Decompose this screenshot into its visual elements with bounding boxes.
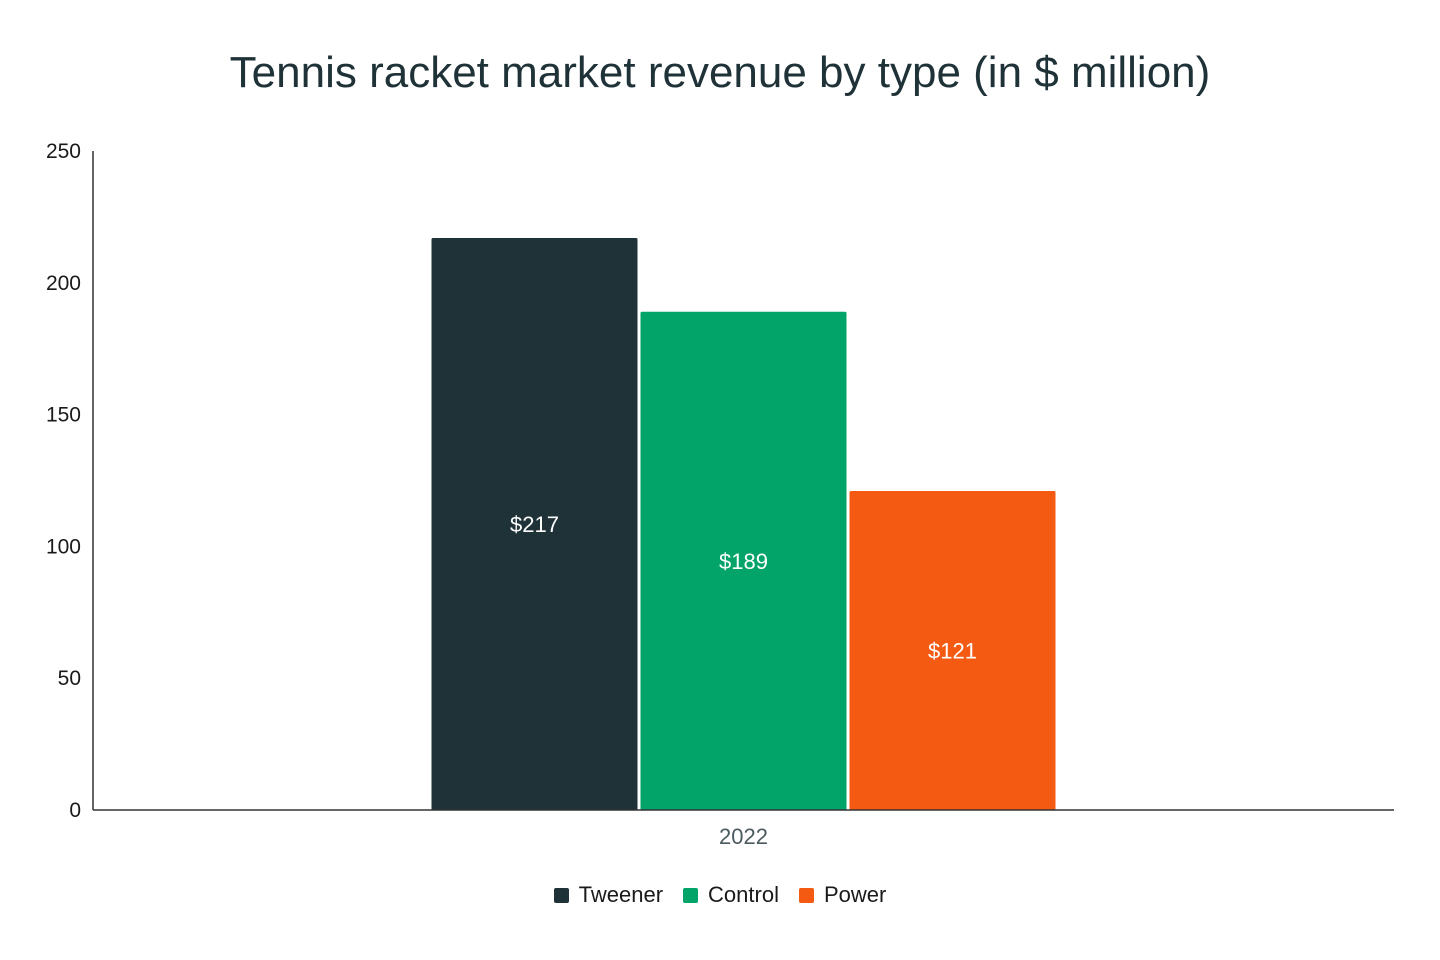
data-labels: $217 $189 $121 xyxy=(510,512,977,664)
data-label-control: $189 xyxy=(719,549,768,574)
x-axis-categories: 2022 xyxy=(719,824,768,849)
legend-swatch-power xyxy=(798,887,814,903)
y-tick-label-1: 50 xyxy=(58,667,81,690)
legend-label-control: Control xyxy=(708,882,779,907)
y-tick-label-0: 0 xyxy=(69,799,81,822)
legend-swatch-tweener xyxy=(553,887,569,903)
y-tick-label-4: 200 xyxy=(46,272,81,295)
bars xyxy=(431,237,1056,810)
bar-power xyxy=(849,491,1056,810)
bar-control xyxy=(640,311,847,810)
bar-chart: 0 50 100 150 200 250 $217 $189 $121 2022 xyxy=(46,140,1394,849)
y-axis-ticks: 0 50 100 150 200 250 xyxy=(46,140,81,822)
bar-tweener xyxy=(431,237,638,810)
y-tick-label-2: 100 xyxy=(46,535,81,558)
legend: Tweener Control Power xyxy=(0,882,1440,908)
chart-title: Tennis racket market revenue by type (in… xyxy=(229,48,1211,97)
legend-item-tweener: Tweener xyxy=(553,882,664,908)
y-tick-label-5: 250 xyxy=(46,140,81,163)
legend-label-tweener: Tweener xyxy=(578,882,664,907)
x-category-label-0: 2022 xyxy=(719,824,768,849)
legend-item-power: Power xyxy=(798,882,887,908)
data-label-power: $121 xyxy=(928,639,977,664)
legend-swatch-control xyxy=(683,887,699,903)
y-tick-label-3: 150 xyxy=(46,404,81,427)
legend-label-power: Power xyxy=(823,882,887,907)
legend-item-control: Control xyxy=(683,882,779,908)
data-label-tweener: $217 xyxy=(510,512,559,537)
